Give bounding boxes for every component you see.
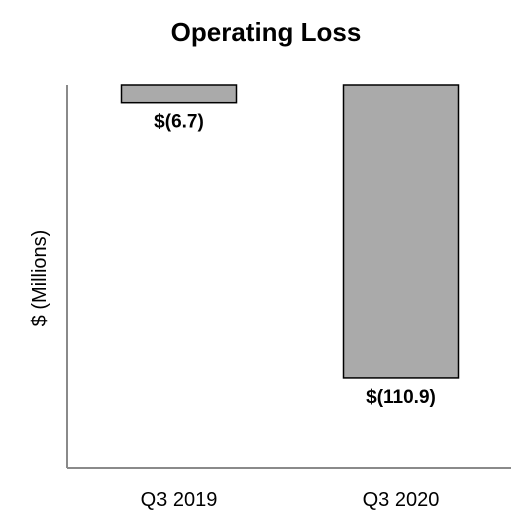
- chart-title: Operating Loss: [171, 17, 362, 47]
- data-label-q3-2019: $(6.7): [154, 112, 204, 133]
- x-tick-label-q3-2019: Q3 2019: [141, 489, 218, 511]
- data-label-q3-2020: $(110.9): [366, 387, 436, 408]
- bar-q3-2019: [120, 84, 238, 104]
- x-tick-label-q3-2020: Q3 2020: [363, 489, 440, 511]
- y-axis-label: $ (Millions): [29, 230, 51, 327]
- bar-q3-2020: [342, 84, 460, 379]
- x-tick-labels-layer: Q3 2019 Q3 2020: [141, 489, 440, 511]
- data-labels-layer: $(6.7) $(110.9): [154, 112, 436, 408]
- bars-layer: [120, 84, 460, 379]
